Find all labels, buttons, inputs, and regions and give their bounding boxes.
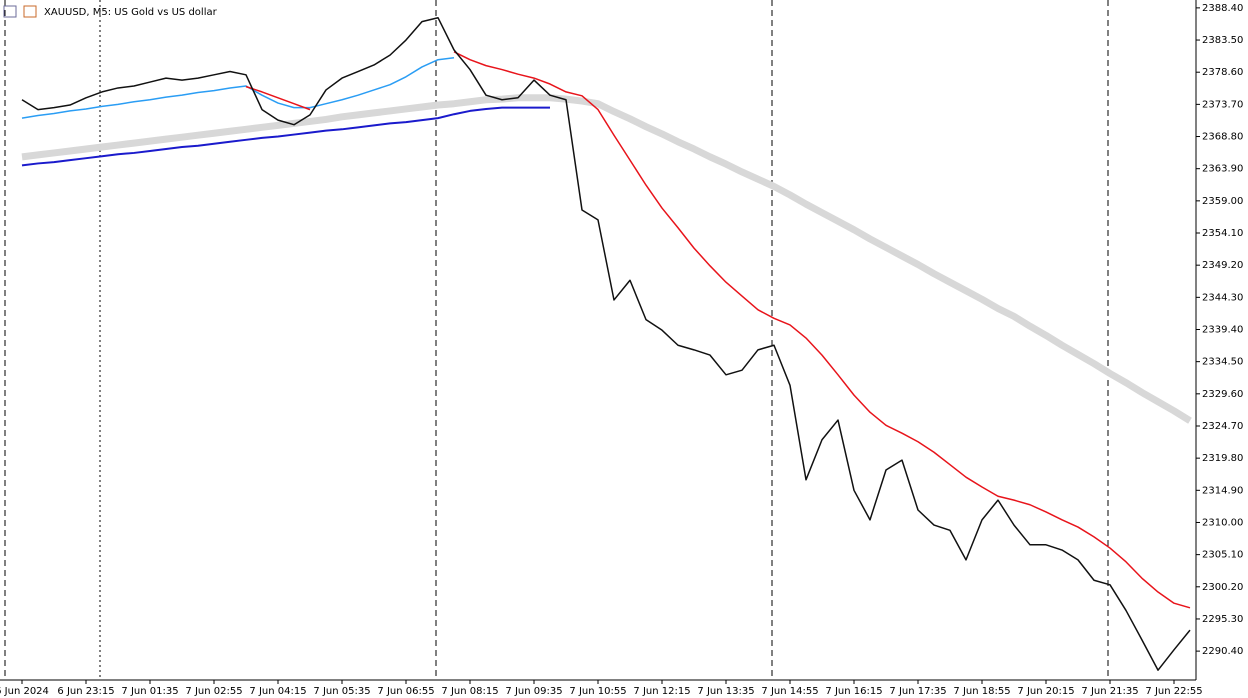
x-tick-label: 7 Jun 05:35	[313, 686, 370, 697]
y-tick-label: 2295.30	[1202, 614, 1243, 625]
y-tick-label: 2388.40	[1202, 3, 1243, 14]
y-tick-label: 2310.00	[1202, 517, 1243, 528]
x-tick-label: 7 Jun 04:15	[249, 686, 306, 697]
x-tick-label: 7 Jun 08:15	[441, 686, 498, 697]
y-tick-label: 2324.70	[1202, 421, 1243, 432]
series-line	[453, 51, 1191, 609]
y-tick-label: 2344.30	[1202, 292, 1243, 303]
y-tick-label: 2349.20	[1202, 260, 1243, 271]
plot-area	[0, 0, 1196, 680]
y-tick-label: 2378.60	[1202, 67, 1243, 78]
y-tick-label: 2368.80	[1202, 132, 1243, 143]
x-tick-label: 7 Jun 20:15	[1017, 686, 1074, 697]
icon	[23, 5, 37, 18]
x-tick-label: 7 Jun 10:55	[569, 686, 626, 697]
x-tick-label: 6 Jun 23:15	[57, 686, 114, 697]
y-tick-label: 2314.90	[1202, 485, 1243, 496]
x-tick-label: 7 Jun 06:55	[377, 686, 434, 697]
y-tick-label: 2373.70	[1202, 99, 1243, 110]
series-line	[21, 106, 550, 167]
series-layer	[21, 16, 1192, 671]
x-tick-label: 7 Jun 13:35	[697, 686, 754, 697]
series-line	[21, 94, 1192, 424]
y-tick-label: 2339.40	[1202, 324, 1243, 335]
x-tick-label: 7 Jun 16:15	[825, 686, 882, 697]
y-tick-label: 2290.40	[1202, 646, 1243, 657]
x-tick-label: 7 Jun 21:35	[1081, 686, 1138, 697]
icon	[3, 5, 17, 18]
y-tick-label: 2329.60	[1202, 389, 1243, 400]
series-line	[245, 85, 311, 111]
chart-title: XAUUSD, M5: US Gold vs US dollar	[44, 7, 218, 18]
y-tick-label: 2354.10	[1202, 228, 1243, 239]
y-tick-label: 2305.10	[1202, 550, 1243, 561]
x-tick-label: 6 Jun 2024	[0, 686, 49, 697]
x-tick-label: 7 Jun 14:55	[761, 686, 818, 697]
y-tick-label: 2334.50	[1202, 357, 1243, 368]
x-tick-label: 7 Jun 02:55	[185, 686, 242, 697]
y-tick-label: 2383.50	[1202, 35, 1243, 46]
y-tick-label: 2359.00	[1202, 196, 1243, 207]
y-tick-label: 2319.80	[1202, 453, 1243, 464]
series-line	[21, 57, 455, 119]
x-tick-label: 7 Jun 01:35	[121, 686, 178, 697]
x-tick-label: 7 Jun 18:55	[953, 686, 1010, 697]
x-tick-label: 7 Jun 12:15	[633, 686, 690, 697]
x-tick-label: 7 Jun 17:35	[889, 686, 946, 697]
x-tick-label: 7 Jun 09:35	[505, 686, 562, 697]
series-line	[21, 16, 1191, 671]
y-tick-label: 2363.90	[1202, 164, 1243, 175]
y-tick-label: 2300.20	[1202, 582, 1243, 593]
x-tick-label: 7 Jun 22:55	[1145, 686, 1202, 697]
